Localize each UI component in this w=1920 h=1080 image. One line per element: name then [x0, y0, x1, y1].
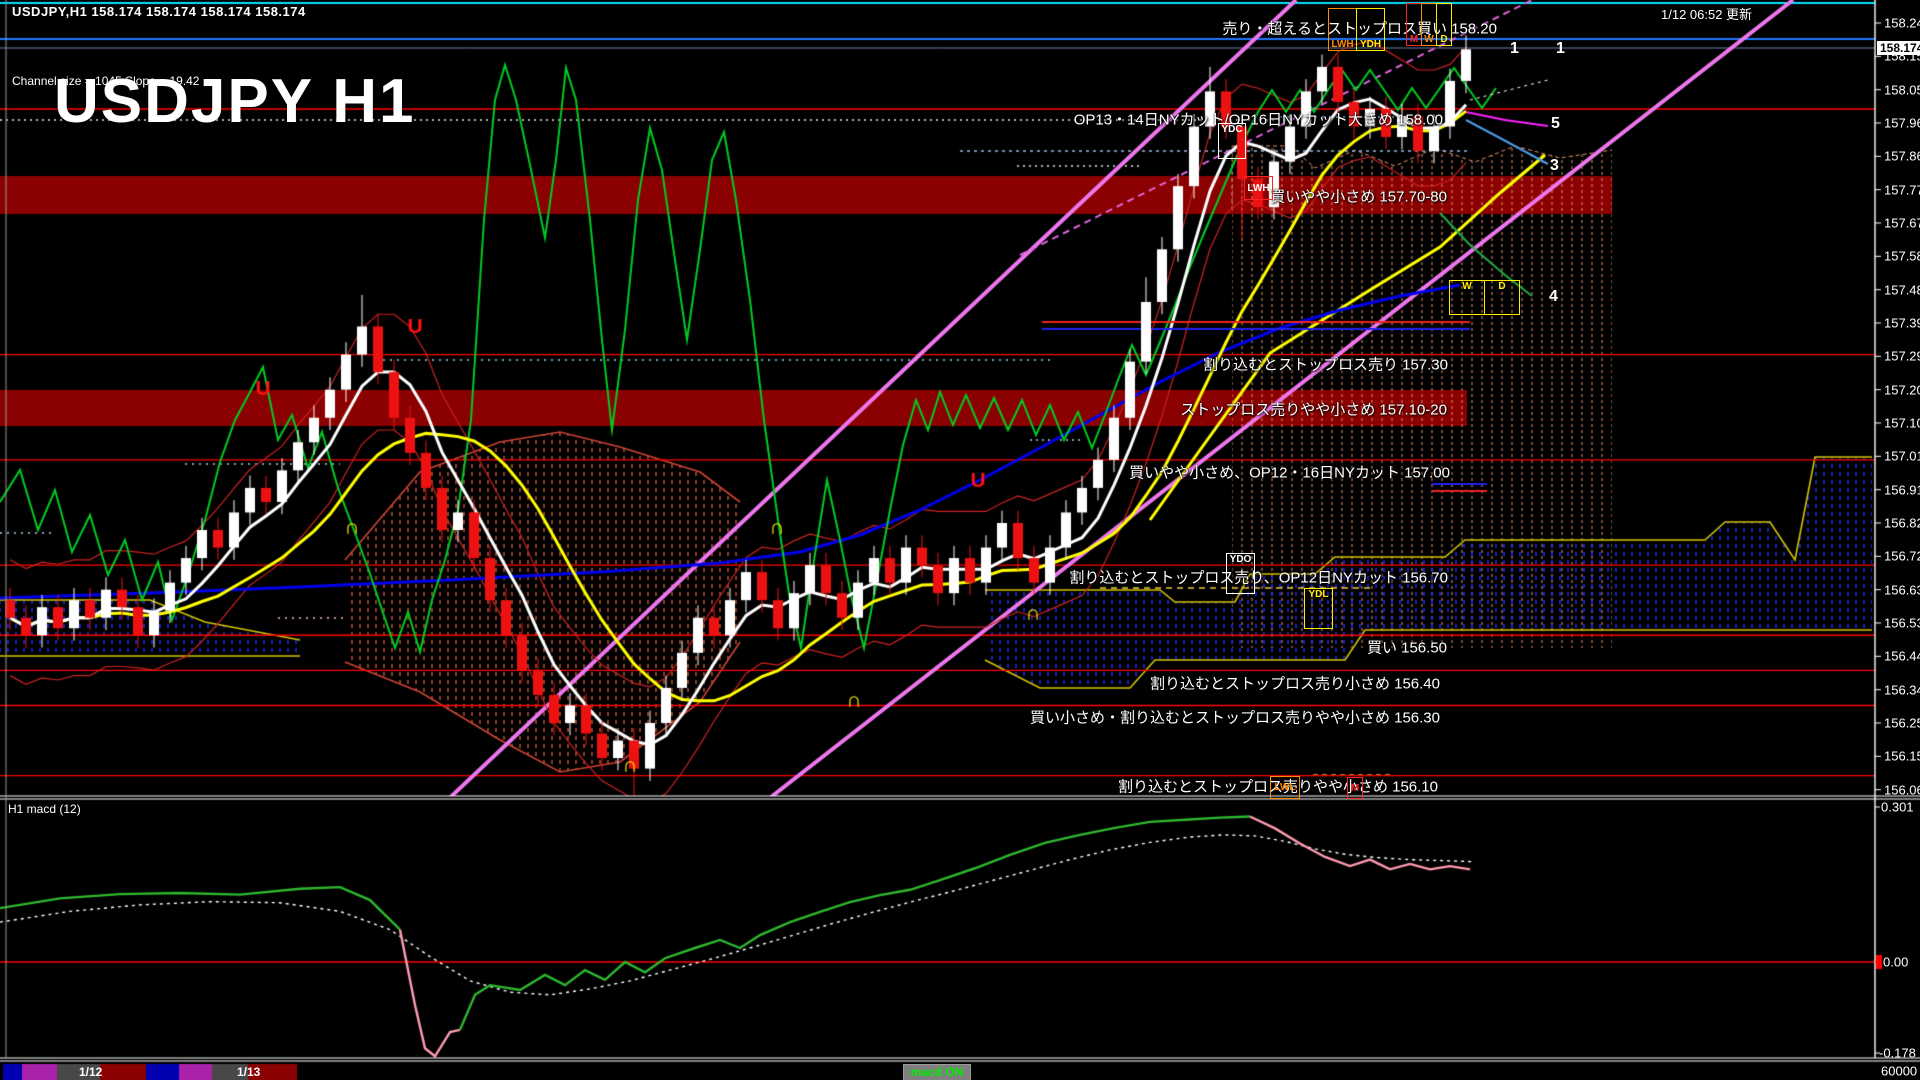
channel-info: Channel size = 1045 Slope = 19.42 — [12, 74, 200, 88]
price-tick-label: 157.390 — [1884, 315, 1920, 331]
level-label-box: YDH — [1356, 8, 1385, 51]
price-tick-label: 156.915 — [1884, 482, 1920, 498]
macd-axis-top: 0.301 — [1881, 799, 1914, 815]
level-label-box: M — [1347, 777, 1363, 799]
level-label-box: YDC — [1218, 123, 1246, 159]
price-tick-label: 156.440 — [1884, 648, 1920, 664]
level-label-box: M — [1406, 3, 1422, 46]
price-tick-label: 156.060 — [1884, 782, 1920, 798]
timeline-date-label: 1/13 — [237, 1065, 261, 1079]
level-label-box: W — [1449, 280, 1485, 315]
macd-indicator-label: H1 macd (12) — [8, 802, 81, 816]
ma-line-number: 1 — [1556, 40, 1565, 57]
price-tick-label: 157.960 — [1884, 115, 1920, 131]
level-label-box: LWH — [1244, 176, 1273, 200]
level-label-box: W — [1421, 3, 1437, 46]
price-tick-label: 157.200 — [1884, 382, 1920, 398]
ma-line-number: 4 — [1549, 288, 1558, 305]
price-tick-label: 157.295 — [1884, 348, 1920, 364]
price-tick-label: 157.675 — [1884, 215, 1920, 231]
volume-scale-label: 60000 — [1881, 1063, 1918, 1079]
price-tick-label: 156.535 — [1884, 615, 1920, 631]
timeline-date-label: 1/12 — [79, 1065, 103, 1079]
trade-annotation: OP13・14日NYカット/OP16日NYカット大きめ 158.00 — [1073, 111, 1443, 129]
price-tick-label: 157.580 — [1884, 248, 1920, 264]
current-price-box: 158.174 — [1877, 41, 1920, 55]
level-label-box: LWL — [1270, 776, 1300, 799]
price-tick-label: 157.105 — [1884, 415, 1920, 431]
trade-annotation: ストップロス売りやや小さめ 157.10-20 — [1180, 401, 1447, 419]
price-tick-label: 156.250 — [1884, 715, 1920, 731]
ma-line-number: 5 — [1551, 115, 1560, 132]
level-label-box: D — [1436, 3, 1452, 46]
trade-annotation: 買い 156.50 — [1366, 639, 1447, 657]
price-tick-label: 156.820 — [1884, 515, 1920, 531]
price-tick-label: 156.345 — [1884, 682, 1920, 698]
price-tick-label: 157.770 — [1884, 182, 1920, 198]
trade-annotation: 割り込むとストップロス売り 157.30 — [1202, 356, 1448, 374]
price-tick-label: 157.010 — [1884, 448, 1920, 464]
macd-axis-bottom: -0.178 — [1879, 1045, 1916, 1061]
trade-annotation: 買い小さめ・割り込むとストップロス売りやや小さめ 156.30 — [1029, 709, 1440, 727]
price-tick-label: 156.725 — [1884, 548, 1920, 564]
level-label-box: D — [1484, 280, 1520, 315]
macd-axis-zero: 0.00 — [1883, 954, 1909, 970]
trade-annotation: 割り込むとストップロス売り小さめ 156.40 — [1149, 675, 1440, 693]
level-label-box: LWH — [1328, 8, 1357, 51]
symbol-title: USDJPY,H1 158.174 158.174 158.174 158.17… — [12, 4, 306, 19]
trade-annotation: 買いやや小さめ、OP12・16日NYカット 157.00 — [1129, 464, 1450, 482]
price-tick-label: 158.245 — [1884, 15, 1920, 31]
update-timestamp: 1/12 06:52 更新 — [1661, 7, 1753, 22]
macd-toggle-button[interactable]: macd ON — [903, 1064, 971, 1080]
level-label-box: YDL — [1304, 588, 1333, 629]
price-tick-label: 158.055 — [1884, 82, 1920, 98]
price-tick-label: 157.485 — [1884, 282, 1920, 298]
level-label-box: YDO — [1226, 553, 1255, 594]
ma-line-number: 3 — [1550, 157, 1559, 174]
trade-annotation: 割り込むとストップロス売りやや小さめ 156.10 — [1117, 778, 1438, 796]
trade-annotation: 割り込むとストップロス売り、OP12日NYカット 156.70 — [1069, 569, 1448, 587]
price-tick-label: 156.155 — [1884, 748, 1920, 764]
ma-line-number: 1 — [1510, 40, 1519, 57]
price-tick-label: 156.630 — [1884, 582, 1920, 598]
trade-annotation: 売り・超えるとストップロス買い 158.20 — [1222, 20, 1497, 38]
trade-annotation: 買いやや小さめ 157.70-80 — [1270, 188, 1447, 206]
price-tick-label: 157.865 — [1884, 148, 1920, 164]
watermark-title: USDJPY H1 — [54, 67, 416, 136]
